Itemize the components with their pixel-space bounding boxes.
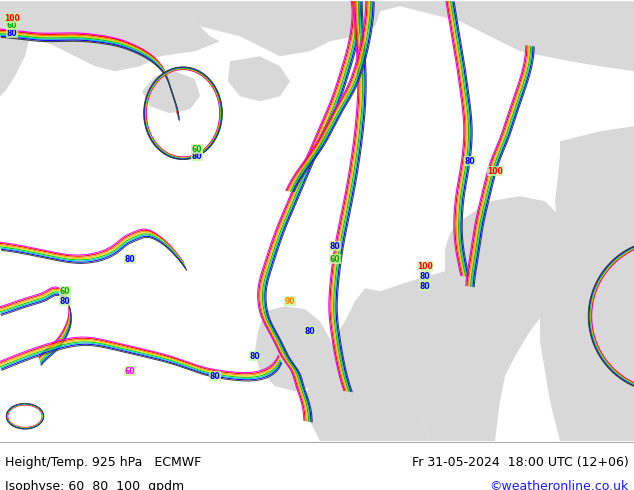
Text: 80: 80: [330, 242, 340, 251]
Polygon shape: [0, 26, 30, 96]
Polygon shape: [0, 1, 220, 71]
Text: 60: 60: [330, 255, 340, 264]
Text: 80: 80: [305, 327, 315, 336]
Text: 80: 80: [210, 372, 220, 381]
Polygon shape: [415, 196, 580, 441]
Polygon shape: [540, 126, 634, 441]
Text: 100: 100: [487, 167, 503, 176]
Text: 80: 80: [250, 352, 261, 361]
Text: 100: 100: [4, 14, 20, 23]
Text: Height/Temp. 925 hPa   ECMWF: Height/Temp. 925 hPa ECMWF: [5, 456, 202, 469]
Polygon shape: [355, 1, 634, 71]
Text: 80: 80: [60, 297, 70, 306]
Polygon shape: [255, 306, 335, 391]
Text: 80: 80: [420, 272, 430, 281]
Polygon shape: [305, 271, 445, 441]
Text: 100: 100: [417, 262, 433, 271]
Text: 90: 90: [285, 297, 295, 306]
Text: 60: 60: [7, 21, 17, 30]
Text: Fr 31-05-2024  18:00 UTC (12+06): Fr 31-05-2024 18:00 UTC (12+06): [412, 456, 629, 469]
Text: 60: 60: [60, 287, 70, 296]
Text: 60: 60: [125, 367, 135, 376]
Text: 80: 80: [7, 29, 17, 38]
Polygon shape: [142, 71, 200, 113]
Text: 80: 80: [465, 157, 476, 166]
Polygon shape: [228, 56, 290, 101]
Text: 80: 80: [125, 255, 135, 264]
Polygon shape: [190, 1, 380, 56]
Text: ©weatheronline.co.uk: ©weatheronline.co.uk: [489, 481, 629, 490]
Text: 80: 80: [420, 282, 430, 291]
Text: Isophyse: 60  80  100  gpdm: Isophyse: 60 80 100 gpdm: [5, 481, 184, 490]
Text: 60: 60: [191, 145, 202, 154]
Text: 80: 80: [191, 152, 202, 161]
